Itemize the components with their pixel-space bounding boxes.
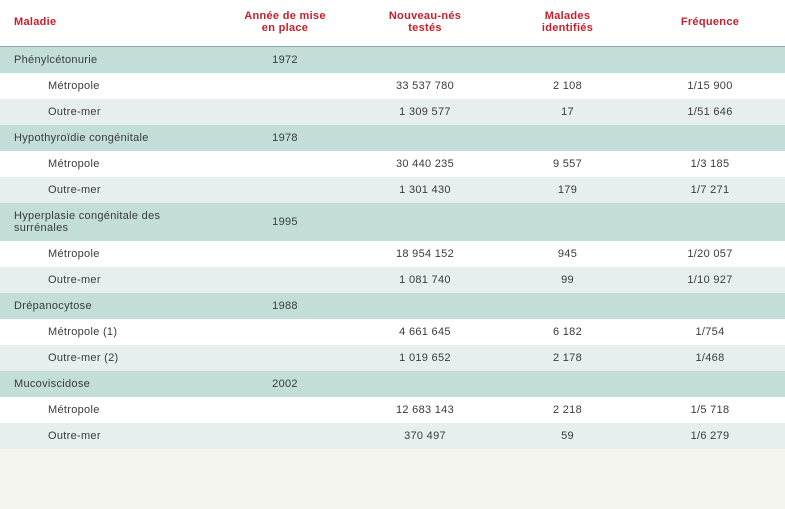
subrow-metropole: Métropole 30 440 235 9 557 1/3 185 <box>0 151 785 177</box>
subrow-metropole: Métropole 33 537 780 2 108 1/15 900 <box>0 73 785 99</box>
disease-name: Hypothyroïdie congénitale <box>0 125 220 151</box>
cell-malades: 6 182 <box>500 319 635 345</box>
cell-malades: 179 <box>500 177 635 203</box>
cell-malades: 2 218 <box>500 397 635 423</box>
disease-row: Phénylcétonurie 1972 <box>0 47 785 74</box>
disease-year: 1995 <box>220 203 350 241</box>
cell-malades: 59 <box>500 423 635 449</box>
disease-year: 1972 <box>220 47 350 74</box>
cell-testes: 4 661 645 <box>350 319 500 345</box>
disease-row: Hyperplasie congénitale des surrénales 1… <box>0 203 785 241</box>
cell-freq: 1/7 271 <box>635 177 785 203</box>
cell-testes: 33 537 780 <box>350 73 500 99</box>
disease-row: Hypothyroïdie congénitale 1978 <box>0 125 785 151</box>
cell-testes: 1 301 430 <box>350 177 500 203</box>
cell-freq: 1/51 646 <box>635 99 785 125</box>
cell-freq: 1/3 185 <box>635 151 785 177</box>
header-testes: Nouveau-néstestés <box>350 0 500 47</box>
disease-name: Drépanocytose <box>0 293 220 319</box>
cell-malades: 2 108 <box>500 73 635 99</box>
cell-freq: 1/754 <box>635 319 785 345</box>
subrow-metropole: Métropole 12 683 143 2 218 1/5 718 <box>0 397 785 423</box>
cell-malades: 2 178 <box>500 345 635 371</box>
subrow-label: Métropole <box>0 73 220 99</box>
header-malades: Maladesidentifiés <box>500 0 635 47</box>
cell-malades: 945 <box>500 241 635 267</box>
subrow-metropole: Métropole (1) 4 661 645 6 182 1/754 <box>0 319 785 345</box>
table-header: Maladie Année de miseen place Nouveau-né… <box>0 0 785 47</box>
subrow-outremer: Outre-mer 1 309 577 17 1/51 646 <box>0 99 785 125</box>
header-freq: Fréquence <box>635 0 785 47</box>
cell-testes: 18 954 152 <box>350 241 500 267</box>
header-maladie: Maladie <box>0 0 220 47</box>
cell-testes: 370 497 <box>350 423 500 449</box>
disease-year: 2002 <box>220 371 350 397</box>
cell-malades: 99 <box>500 267 635 293</box>
header-annee: Année de miseen place <box>220 0 350 47</box>
disease-name: Mucoviscidose <box>0 371 220 397</box>
cell-freq: 1/5 718 <box>635 397 785 423</box>
subrow-label: Métropole <box>0 151 220 177</box>
cell-malades: 17 <box>500 99 635 125</box>
cell-testes: 1 081 740 <box>350 267 500 293</box>
cell-freq: 1/6 279 <box>635 423 785 449</box>
subrow-outremer: Outre-mer (2) 1 019 652 2 178 1/468 <box>0 345 785 371</box>
disease-row: Mucoviscidose 2002 <box>0 371 785 397</box>
subrow-outremer: Outre-mer 1 081 740 99 1/10 927 <box>0 267 785 293</box>
subrow-outremer: Outre-mer 1 301 430 179 1/7 271 <box>0 177 785 203</box>
disease-name: Phénylcétonurie <box>0 47 220 74</box>
cell-freq: 1/15 900 <box>635 73 785 99</box>
subrow-label: Outre-mer <box>0 267 220 293</box>
subrow-label: Outre-mer <box>0 177 220 203</box>
subrow-label: Métropole <box>0 397 220 423</box>
disease-name: Hyperplasie congénitale des surrénales <box>0 203 220 241</box>
disease-year: 1978 <box>220 125 350 151</box>
subrow-label: Outre-mer (2) <box>0 345 220 371</box>
cell-testes: 1 019 652 <box>350 345 500 371</box>
cell-freq: 1/468 <box>635 345 785 371</box>
screening-table: Maladie Année de miseen place Nouveau-né… <box>0 0 785 449</box>
subrow-metropole: Métropole 18 954 152 945 1/20 057 <box>0 241 785 267</box>
cell-testes: 1 309 577 <box>350 99 500 125</box>
cell-malades: 9 557 <box>500 151 635 177</box>
cell-freq: 1/20 057 <box>635 241 785 267</box>
disease-row: Drépanocytose 1988 <box>0 293 785 319</box>
subrow-label: Métropole <box>0 241 220 267</box>
cell-testes: 12 683 143 <box>350 397 500 423</box>
subrow-label: Métropole (1) <box>0 319 220 345</box>
cell-freq: 1/10 927 <box>635 267 785 293</box>
cell-testes: 30 440 235 <box>350 151 500 177</box>
subrow-label: Outre-mer <box>0 99 220 125</box>
disease-year: 1988 <box>220 293 350 319</box>
subrow-label: Outre-mer <box>0 423 220 449</box>
subrow-outremer: Outre-mer 370 497 59 1/6 279 <box>0 423 785 449</box>
